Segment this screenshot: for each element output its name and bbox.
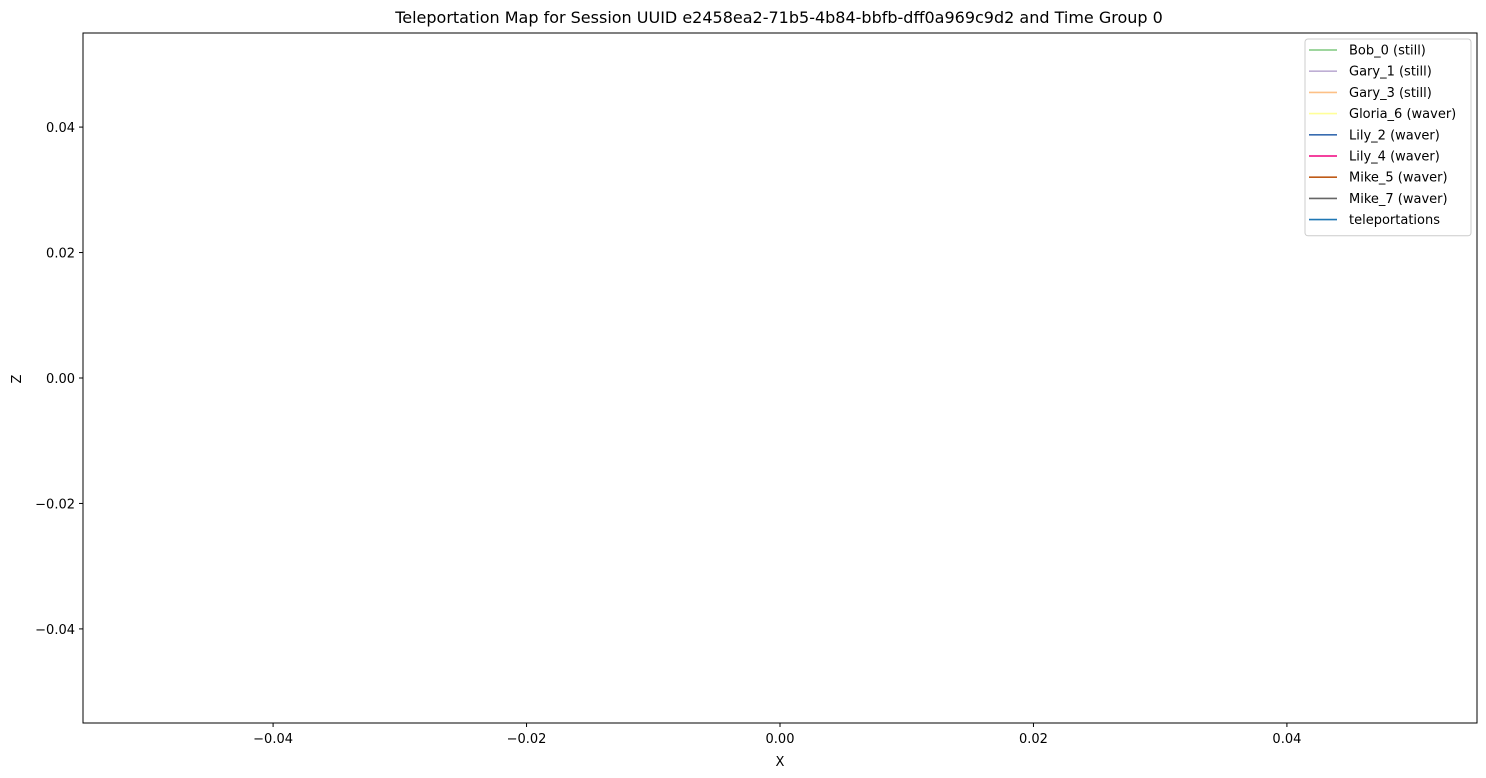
legend-entry-label: Lily_4 (waver) — [1349, 150, 1440, 165]
legend-entry-label: Mike_7 (waver) — [1349, 192, 1448, 207]
y-tick-label: 0.00 — [46, 372, 75, 387]
y-tick-label: −0.02 — [35, 497, 75, 512]
x-axis: −0.04 −0.02 0.00 0.02 0.04 — [253, 723, 1301, 747]
y-tick-label: 0.02 — [46, 247, 75, 262]
legend-entry-label: Mike_5 (waver) — [1349, 171, 1448, 186]
x-tick-label: 0.02 — [1019, 732, 1048, 747]
x-tick-label: −0.04 — [253, 732, 293, 747]
legend-box — [1304, 38, 1472, 237]
x-tick-label: 0.04 — [1272, 732, 1301, 747]
x-axis-label: X — [776, 755, 785, 770]
legend-entry-label: teleportations — [1349, 213, 1440, 228]
x-tick-label: −0.02 — [507, 732, 547, 747]
y-axis-label: Z — [10, 374, 25, 383]
chart-title: Teleportation Map for Session UUID e2458… — [394, 8, 1163, 27]
y-axis: 0.04 0.02 0.00 −0.02 −0.04 — [35, 121, 83, 638]
legend: Bob_0 (still) Gary_1 (still) Gary_3 (still… — [1304, 38, 1472, 237]
legend-entry-label: Lily_2 (waver) — [1349, 128, 1440, 143]
legend-entry-label: Gary_1 (still) — [1349, 65, 1432, 80]
legend-entry-label: Gloria_6 (waver) — [1349, 107, 1456, 122]
legend-entry-label: Bob_0 (still) — [1349, 44, 1426, 59]
y-tick-label: −0.04 — [35, 623, 75, 638]
x-tick-label: 0.00 — [766, 732, 795, 747]
legend-entry-label: Gary_3 (still) — [1349, 86, 1432, 101]
y-tick-label: 0.04 — [46, 121, 75, 136]
